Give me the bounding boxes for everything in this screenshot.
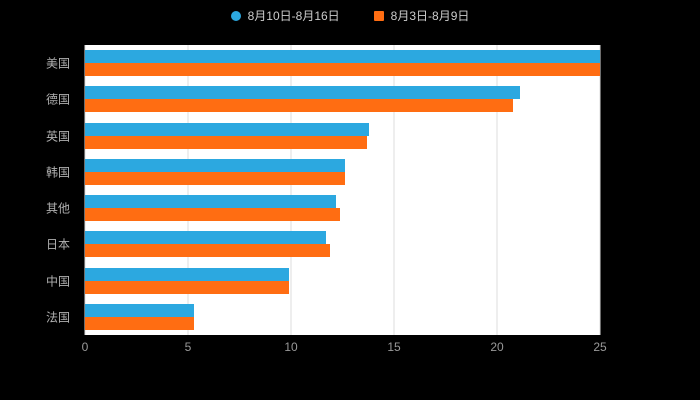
legend-label: 8月3日-8月9日 bbox=[390, 9, 470, 23]
legend-item[interactable]: 8月3日-8月9日 bbox=[373, 7, 470, 24]
gridline bbox=[290, 45, 292, 335]
x-tick-label: 5 bbox=[184, 340, 192, 354]
category-label: 其他 bbox=[45, 201, 70, 216]
gridline bbox=[599, 45, 601, 335]
bar-orange bbox=[85, 316, 195, 330]
bar-group bbox=[85, 81, 600, 117]
x-tick-label: 0 bbox=[81, 340, 89, 354]
bar-blue bbox=[85, 195, 337, 209]
gridline bbox=[393, 45, 395, 335]
bar-group bbox=[85, 45, 600, 81]
category-label: 韩国 bbox=[45, 165, 70, 180]
gridline bbox=[84, 45, 86, 335]
bar-group bbox=[85, 299, 600, 335]
bar-orange bbox=[85, 280, 289, 294]
gridline bbox=[496, 45, 498, 335]
category-label: 法国 bbox=[45, 310, 70, 325]
bar-group bbox=[85, 154, 600, 190]
x-tick-label: 25 bbox=[593, 340, 607, 354]
bar-orange bbox=[85, 63, 600, 77]
bar-blue bbox=[85, 122, 370, 136]
bar-blue bbox=[85, 303, 195, 317]
plot-area bbox=[84, 45, 601, 335]
x-tick-label: 20 bbox=[490, 340, 504, 354]
bar-group bbox=[85, 118, 600, 154]
y-axis-labels: 美国德国英国韩国其他日本中国法国 bbox=[0, 45, 80, 335]
bar-blue bbox=[85, 158, 345, 172]
category-label: 英国 bbox=[45, 129, 70, 144]
bar-blue bbox=[85, 231, 327, 245]
legend: 8月10日-8月16日 8月3日-8月9日 bbox=[0, 7, 700, 24]
gridline bbox=[187, 45, 189, 335]
category-label: 中国 bbox=[45, 274, 70, 289]
x-tick-label: 10 bbox=[284, 340, 298, 354]
bar-blue bbox=[85, 86, 520, 100]
bar-orange bbox=[85, 208, 341, 222]
bar-orange bbox=[85, 135, 368, 149]
legend-marker-circle-icon bbox=[230, 10, 241, 21]
category-label: 日本 bbox=[45, 237, 70, 252]
bar-group bbox=[85, 263, 600, 299]
category-label: 德国 bbox=[45, 92, 70, 107]
x-tick-label: 15 bbox=[387, 340, 401, 354]
bar-blue bbox=[85, 50, 600, 64]
bar-orange bbox=[85, 171, 345, 185]
legend-marker-square-icon bbox=[373, 10, 384, 21]
bar-blue bbox=[85, 267, 289, 281]
legend-item[interactable]: 8月10日-8月16日 bbox=[230, 7, 340, 24]
x-axis: 0 5 10 15 20 25 bbox=[81, 340, 607, 356]
bar-group bbox=[85, 190, 600, 226]
bar-group bbox=[85, 226, 600, 262]
bar-orange bbox=[85, 99, 514, 113]
category-label: 美国 bbox=[45, 56, 70, 71]
legend-label: 8月10日-8月16日 bbox=[247, 9, 340, 23]
bar-orange bbox=[85, 244, 331, 258]
